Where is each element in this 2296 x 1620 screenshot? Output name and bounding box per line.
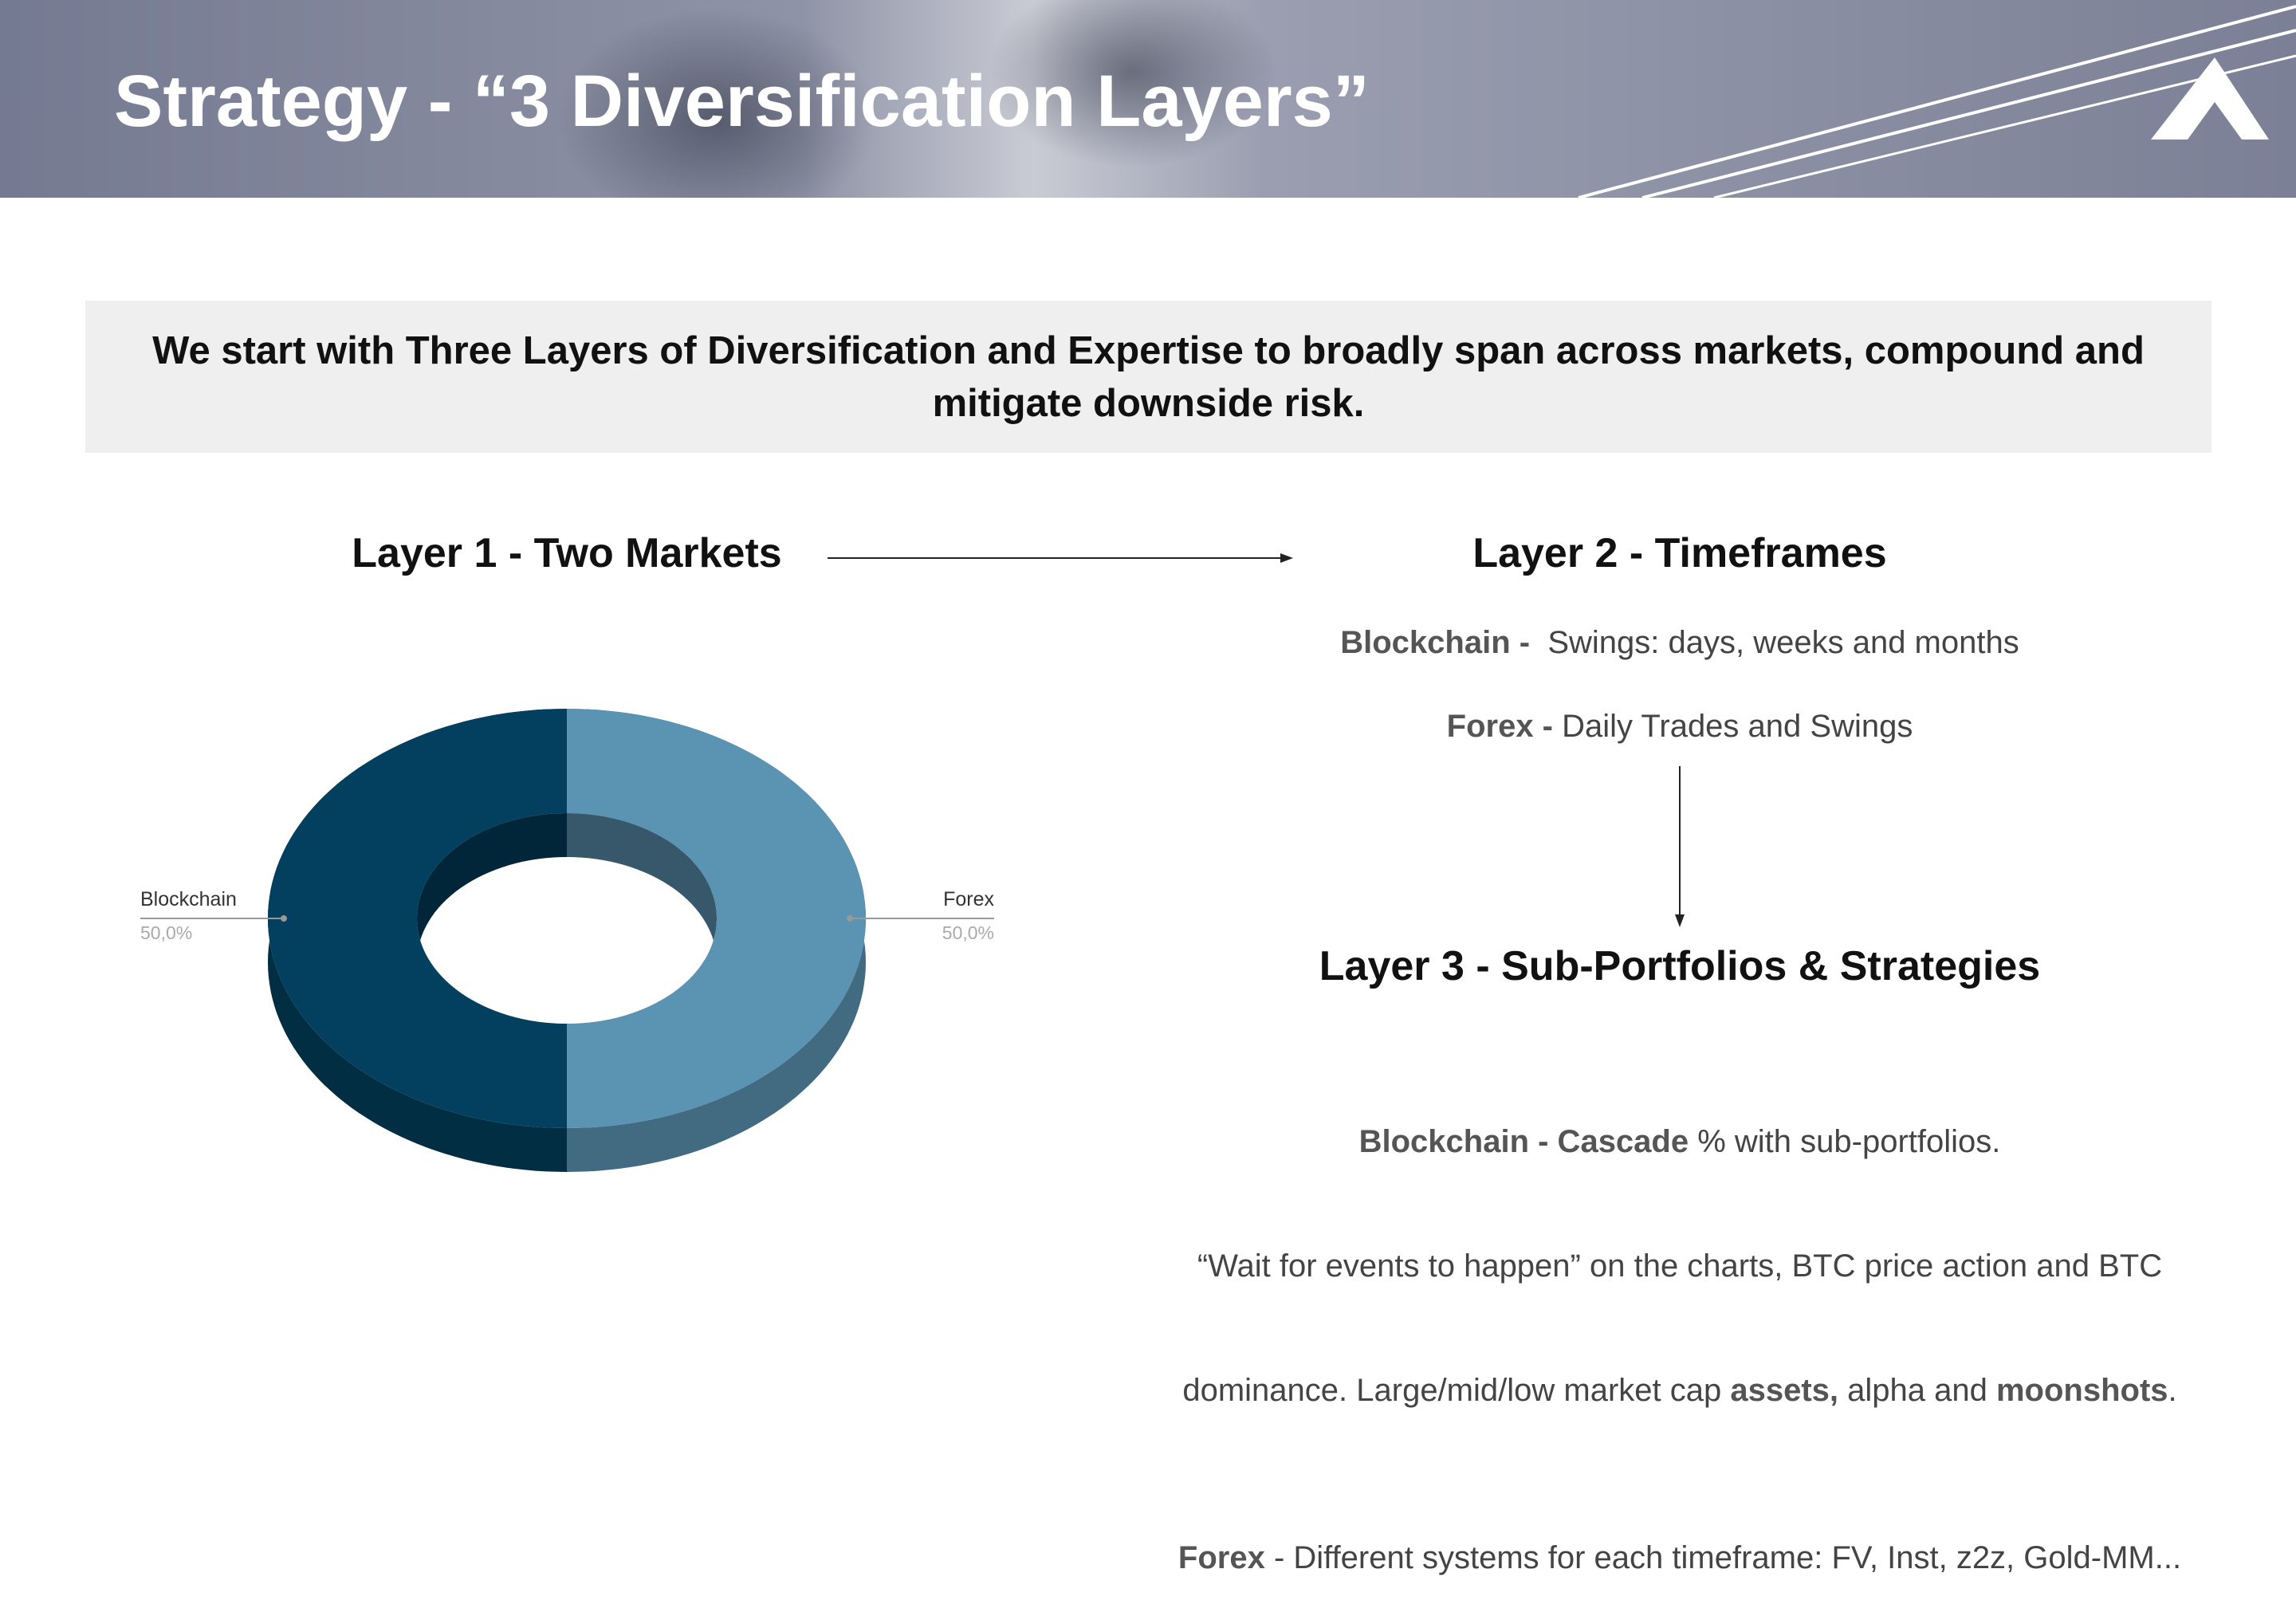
text: moonshots bbox=[1995, 1373, 2168, 1408]
title: Strategy - “3 Diversification Layers” bbox=[114, 61, 1370, 142]
layer2-blockchain: Blockchain - Swings: days, weeks and mon… bbox=[1122, 625, 2238, 661]
value-label: 50,0% bbox=[942, 922, 994, 943]
layer3-title: Layer 3 - Sub-Portfolios & Strategies bbox=[1319, 943, 2041, 989]
label: Forex bbox=[1177, 1540, 1265, 1575]
line: “Wait for events to happen” on the chart… bbox=[1197, 1248, 2163, 1284]
intro-box: We start with Three Layers of Diversific… bbox=[85, 301, 2211, 453]
text: Daily Trades and Swings bbox=[1562, 709, 1913, 744]
label: Blockchain - bbox=[1340, 625, 1539, 660]
slide: Strategy - “3 Diversification Layers” We… bbox=[0, 0, 2296, 1575]
header-banner: Strategy - “3 Diversification Layers” bbox=[0, 0, 2296, 198]
text: assets, bbox=[1730, 1373, 1839, 1408]
text: alpha and bbox=[1838, 1373, 1996, 1408]
label: Blockchain - Cascade bbox=[1358, 1124, 1689, 1159]
label: Forex - bbox=[1446, 709, 1563, 744]
line: dominance. Large/mid/low market cap asse… bbox=[1082, 1370, 2278, 1411]
leader-dot bbox=[847, 915, 853, 922]
text: Swings: days, weeks and months bbox=[1539, 625, 2019, 660]
category-label: Blockchain bbox=[140, 888, 237, 910]
leader-dot bbox=[281, 915, 287, 922]
text: - Different systems for each timeframe: … bbox=[1264, 1540, 2182, 1575]
diagram: Blockchain 50,0% Forex 50,0% bbox=[140, 553, 1685, 1172]
intro-text: We start with Three Layers of Diversific… bbox=[152, 328, 2145, 425]
text: . bbox=[2168, 1373, 2177, 1408]
layer2-title: Layer 2 - Timeframes bbox=[1472, 530, 1887, 576]
donut-segment bbox=[567, 709, 866, 1128]
value-label: 50,0% bbox=[140, 922, 192, 943]
layer1-title: Layer 1 - Two Markets bbox=[352, 530, 782, 576]
donut-segment bbox=[268, 709, 567, 1128]
layer2-forex: Forex - Daily Trades and Swings bbox=[1122, 709, 2238, 745]
donut-chart: Blockchain 50,0% Forex 50,0% bbox=[140, 709, 994, 1172]
line: Blockchain - Cascade % with sub-portfoli… bbox=[1082, 1121, 2278, 1162]
line: Forex - Different systems for each timef… bbox=[1082, 1537, 2278, 1579]
text: dominance. Large/mid/low market cap bbox=[1182, 1373, 1731, 1408]
text: % with sub-portfolios. bbox=[1689, 1124, 2001, 1159]
category-label: Forex bbox=[943, 888, 994, 910]
